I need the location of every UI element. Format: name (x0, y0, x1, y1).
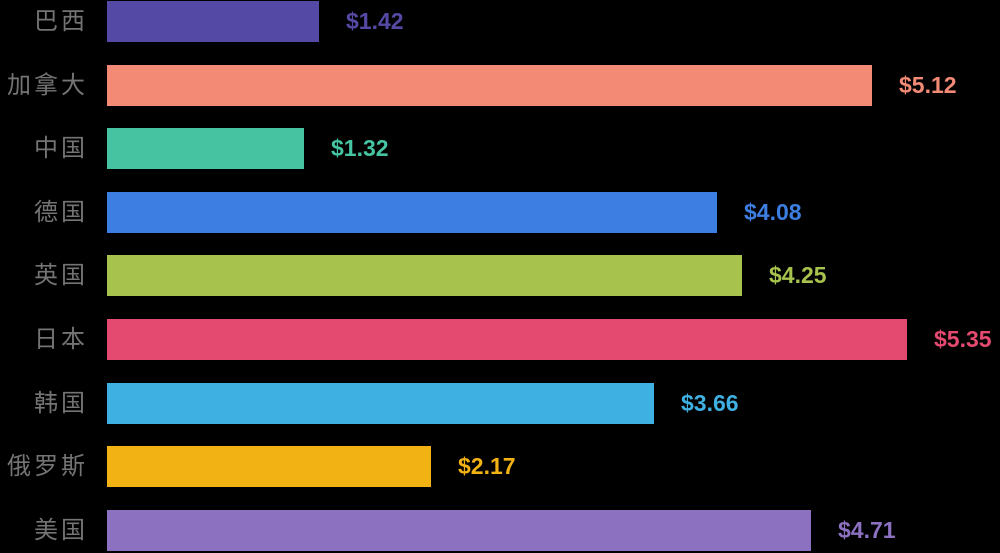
category-label: 日本 (34, 325, 88, 353)
value-label: $5.35 (934, 325, 992, 352)
bar-row: 韩国 $3.66 (0, 382, 1000, 447)
category-label: 美国 (34, 516, 88, 544)
bar-5[interactable] (107, 318, 907, 360)
bar-row: 巴西 $1.42 (0, 1, 1000, 65)
bar-row: 日本 $5.35 (0, 318, 1000, 383)
bar-row: 加拿大 $5.12 (0, 64, 1000, 129)
bar-area: $2.17 (107, 446, 1000, 488)
bar-area: $4.71 (107, 509, 1000, 551)
value-label: $5.12 (899, 71, 957, 98)
value-label: $2.17 (458, 453, 516, 480)
bar-area: $4.25 (107, 255, 1000, 297)
bar-0[interactable] (107, 1, 319, 42)
bar-row: 中国 $1.32 (0, 128, 1000, 192)
bar-area: $1.42 (107, 1, 1000, 42)
value-label: $1.42 (346, 8, 404, 34)
bar-1[interactable] (107, 64, 872, 106)
category-label: 中国 (34, 135, 88, 163)
value-label: $4.71 (838, 516, 896, 543)
bar-row: 俄罗斯 $2.17 (0, 446, 1000, 510)
bar-2[interactable] (107, 128, 304, 170)
category-label: 巴西 (34, 8, 88, 35)
category-label: 英国 (34, 262, 88, 290)
category-label: 加拿大 (7, 71, 88, 99)
value-label: $4.08 (744, 198, 802, 225)
bar-row: 德国 $4.08 (0, 191, 1000, 256)
bar-row: 美国 $4.71 (0, 509, 1000, 553)
bar-area: $5.12 (107, 64, 1000, 106)
bar-8[interactable] (107, 509, 811, 551)
bar-area: $5.35 (107, 318, 1000, 360)
bar-area: $3.66 (107, 382, 1000, 424)
category-label: 德国 (34, 198, 88, 226)
bar-4[interactable] (107, 255, 742, 297)
value-label: $1.32 (331, 135, 389, 162)
bar-3[interactable] (107, 191, 717, 233)
value-label: $3.66 (681, 389, 739, 416)
category-label: 韩国 (34, 389, 88, 417)
bar-6[interactable] (107, 382, 654, 424)
bar-area: $1.32 (107, 128, 1000, 170)
value-label: $4.25 (769, 262, 827, 289)
bar-row: 英国 $4.25 (0, 255, 1000, 319)
bar-area: $4.08 (107, 191, 1000, 233)
bar-7[interactable] (107, 446, 431, 488)
category-label: 俄罗斯 (7, 453, 88, 481)
